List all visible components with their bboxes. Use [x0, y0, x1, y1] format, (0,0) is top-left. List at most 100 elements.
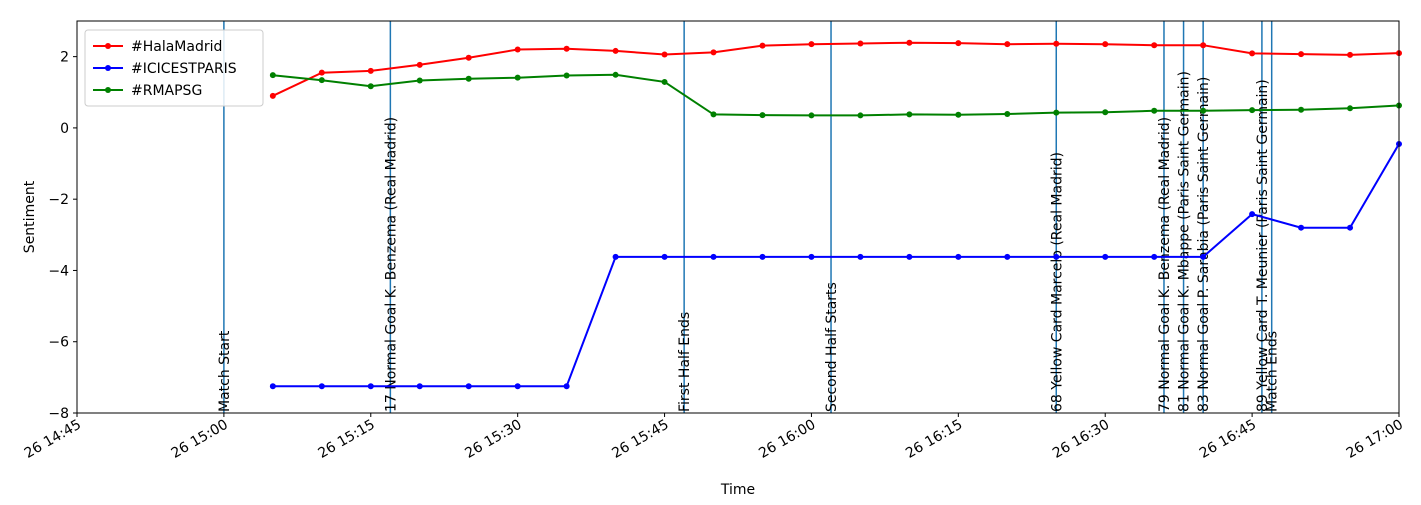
data-point [1200, 42, 1207, 49]
data-point [1298, 106, 1305, 113]
data-point [808, 41, 815, 48]
data-point [1151, 107, 1158, 114]
data-point [857, 253, 864, 260]
data-point [1151, 42, 1158, 49]
legend-label: #ICICESTPARIS [131, 61, 237, 77]
data-point [955, 253, 962, 260]
y-tick-label: 0 [60, 121, 69, 137]
series-lines [269, 39, 1402, 390]
data-point [367, 67, 374, 74]
data-point [563, 383, 570, 390]
data-point [416, 383, 423, 390]
data-point [1249, 107, 1256, 114]
plot-frame [76, 20, 1400, 414]
data-point [318, 77, 325, 84]
series-line [272, 73, 1400, 117]
x-axis-label: Time [720, 482, 755, 498]
data-point [416, 61, 423, 68]
data-point [710, 49, 717, 56]
data-point [612, 253, 619, 260]
data-point [1249, 211, 1256, 218]
event-label: Match Ends [1265, 331, 1281, 412]
data-point [759, 253, 766, 260]
data-point [906, 253, 913, 260]
y-tick-label: −6 [48, 335, 69, 351]
data-point [1151, 253, 1158, 260]
data-point [661, 253, 668, 260]
data-point [367, 383, 374, 390]
data-point [759, 112, 766, 119]
data-point [955, 40, 962, 47]
data-point [563, 72, 570, 79]
data-point [906, 111, 913, 118]
data-point [1004, 253, 1011, 260]
event-label: 68 Yellow Card Marcelo (Real Madrid) [1049, 152, 1065, 412]
event-label: First Half Ends [677, 312, 693, 412]
data-point [465, 54, 472, 61]
data-point [269, 72, 276, 79]
data-point [857, 112, 864, 119]
data-point [1004, 111, 1011, 118]
event-label: Second Half Starts [824, 282, 840, 412]
data-point [1053, 253, 1060, 260]
data-point [1102, 41, 1109, 48]
data-point [318, 383, 325, 390]
legend-swatch-marker [105, 87, 111, 93]
legend-label: #HalaMadrid [131, 39, 222, 55]
data-point [318, 69, 325, 76]
event-label: 17 Normal Goal K. Benzema (Real Madrid) [383, 117, 399, 412]
data-point [1249, 50, 1256, 57]
data-point [1102, 109, 1109, 116]
data-point [1347, 224, 1354, 231]
data-point [367, 83, 374, 90]
data-point [269, 92, 276, 99]
event-label: 79 Normal Goal K. Benzema (Real Madrid) [1157, 117, 1173, 412]
event-label: 81 Normal Goal K. Mbappe (Paris Saint Ge… [1177, 71, 1193, 412]
data-point [1347, 51, 1354, 58]
event-markers: Match Start 17 Normal Goal K. Benzema (Re… [217, 21, 1281, 413]
data-point [906, 39, 913, 46]
legend-label: #RMAPSG [131, 83, 202, 99]
y-tick-label: −4 [48, 263, 69, 279]
data-point [465, 75, 472, 82]
y-axis-ticks: −8 −6 −4 −2 0 2 [48, 50, 77, 422]
data-point [759, 42, 766, 49]
data-point [514, 46, 521, 53]
data-point [465, 383, 472, 390]
data-point [955, 111, 962, 118]
y-tick-label: 2 [60, 50, 69, 66]
data-point [514, 74, 521, 81]
data-point [1298, 51, 1305, 58]
data-point [269, 383, 276, 390]
data-point [808, 112, 815, 119]
data-point [1053, 109, 1060, 116]
data-point [1200, 253, 1207, 260]
data-point [612, 71, 619, 78]
data-point [857, 40, 864, 47]
data-point [1004, 41, 1011, 48]
event-label: 83 Normal Goal P. Sarabia (Paris Saint G… [1196, 77, 1212, 412]
event-label: Match Start [217, 330, 233, 412]
data-point [1102, 253, 1109, 260]
data-point [416, 77, 423, 84]
legend-swatch-marker [105, 43, 111, 49]
data-point [661, 51, 668, 58]
data-point [563, 45, 570, 52]
data-point [661, 78, 668, 85]
y-tick-label: −8 [48, 406, 69, 422]
data-point [514, 383, 521, 390]
data-point [710, 253, 717, 260]
series-line [272, 143, 1400, 388]
legend: #HalaMadrid #ICICESTPARIS #RMAPSG [84, 29, 264, 107]
data-point [612, 47, 619, 54]
data-point [1200, 107, 1207, 114]
event-label: 89 Yellow Card T. Meunier (Paris Saint G… [1255, 79, 1271, 412]
series-line [272, 41, 1400, 97]
y-axis-label: Sentiment [22, 180, 38, 253]
data-point [710, 111, 717, 118]
y-tick-label: −2 [48, 192, 69, 208]
data-point [808, 253, 815, 260]
data-point [1347, 105, 1354, 112]
data-point [1053, 40, 1060, 47]
